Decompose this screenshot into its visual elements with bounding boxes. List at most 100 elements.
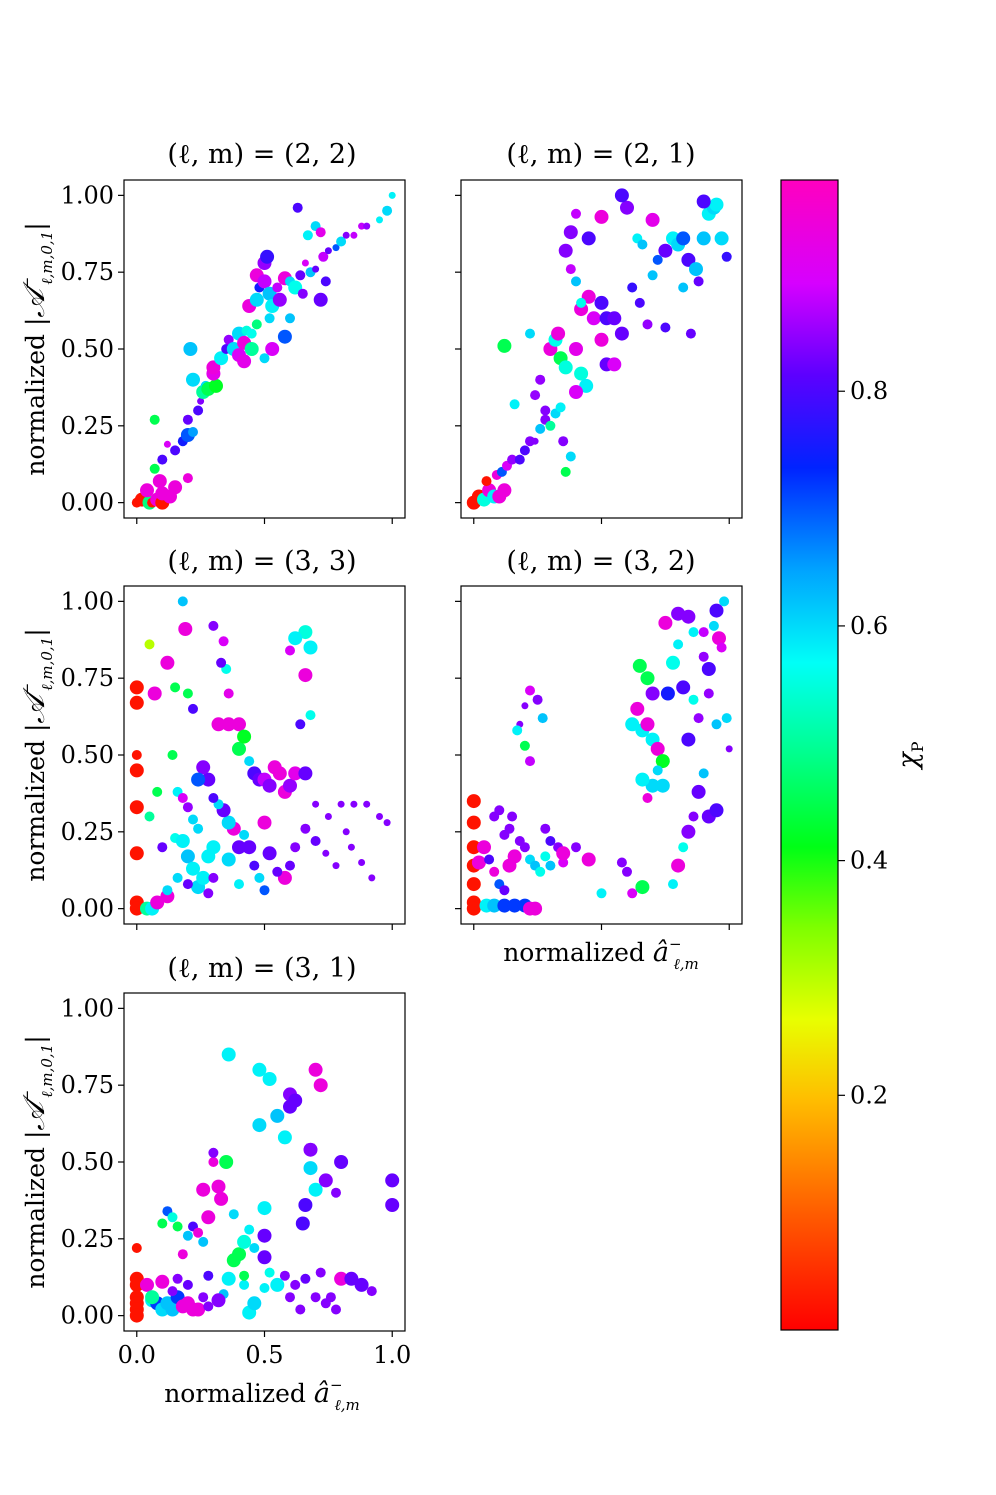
scatter-point [257, 1201, 272, 1216]
scatter-point [388, 191, 396, 199]
scatter-point [565, 264, 576, 275]
scatter-point [607, 357, 622, 372]
scatter-point [152, 474, 167, 489]
colorbar-tick-label: 0.4 [850, 847, 888, 875]
scatter-point [499, 885, 510, 896]
scatter-point [499, 829, 510, 840]
scatter-point [712, 631, 726, 646]
scatter-point [688, 694, 699, 705]
scatter-point [254, 872, 265, 883]
scatter-point [203, 1270, 214, 1281]
scatter-point [232, 717, 246, 732]
scatter-point [519, 842, 530, 853]
scatter-point [614, 326, 629, 341]
scatter-point [300, 1273, 311, 1284]
scatter-point [272, 292, 287, 307]
scatter-point [214, 1191, 229, 1206]
scatter-point [308, 1182, 323, 1197]
scatter-point [630, 701, 645, 716]
y-axis-label: normalized |𝒜− ℓ,m,0,1| [17, 628, 56, 881]
scatter-point [640, 717, 655, 732]
y-tick-label: 0.50 [61, 335, 114, 363]
x-axis-label-right: normalized â− ℓ,m [503, 935, 699, 973]
scatter-point [676, 680, 691, 695]
scatter-point [366, 1286, 377, 1297]
scatter-points [466, 188, 732, 510]
scatter-point [208, 793, 219, 803]
scatter-point [221, 815, 236, 830]
scatter-point [337, 800, 345, 808]
x-tick-label: 1.0 [373, 1341, 411, 1369]
colorbar-tick-label: 0.2 [850, 1081, 888, 1109]
scatter-point [298, 668, 313, 683]
scatter-point [698, 768, 709, 779]
scatter-point [249, 1243, 260, 1253]
scatter-point [331, 1187, 341, 1198]
scatter-point [223, 334, 234, 345]
axis-ticks [455, 194, 730, 524]
scatter-point [149, 463, 160, 474]
scatter-point [622, 866, 632, 877]
scatter-point [182, 414, 193, 425]
scatter-point [259, 353, 270, 364]
scatter-point [297, 288, 308, 299]
scatter-point [385, 1198, 400, 1212]
scatter-point [620, 200, 634, 215]
scatter-point [645, 778, 660, 793]
scatter-point [466, 901, 481, 916]
scatter-point [708, 620, 719, 631]
subplot-title: (ℓ, m) = (2, 2) [167, 139, 356, 170]
scatter-point [313, 1078, 328, 1093]
scatter-point [655, 754, 670, 769]
scatter-point [519, 740, 530, 751]
scatter-point [232, 1247, 246, 1262]
scatter-point [259, 885, 270, 896]
scatter-point [507, 811, 518, 822]
scatter-point [696, 194, 711, 209]
scatter-point [198, 1292, 209, 1303]
scatter-point [239, 1270, 250, 1281]
scatter-point [177, 596, 188, 607]
scatter-point [257, 1228, 272, 1243]
scatter-point [614, 188, 629, 203]
scatter-points [129, 596, 391, 916]
scatter-point [260, 249, 275, 264]
scatter-point [350, 800, 358, 808]
scatter-point [234, 879, 244, 890]
scatter-point [660, 686, 675, 701]
scatter-point [497, 898, 512, 913]
scatter-point [507, 898, 522, 913]
scatter-point [315, 1267, 326, 1278]
scatter-point [571, 276, 581, 287]
scatter-point [208, 872, 219, 883]
scatter-point [206, 360, 221, 375]
scatter-point [532, 694, 543, 705]
scatter-point [290, 842, 301, 853]
scatter-point [318, 1173, 333, 1188]
y-tick-label: 0.75 [61, 1071, 114, 1099]
scatter-point [298, 1198, 313, 1212]
y-tick-label: 0.25 [61, 818, 114, 846]
scatter-point [689, 262, 703, 277]
scatter-point [540, 851, 551, 862]
scatter-point [157, 842, 168, 853]
scatter-point [188, 814, 198, 825]
scatter-point [545, 420, 556, 431]
subplot-l2-m1: (ℓ, m) = (2, 1) [455, 139, 743, 524]
scatter-point [283, 778, 297, 793]
scatter-point [560, 466, 571, 477]
axis-ticks [455, 600, 730, 930]
scatter-point [530, 390, 541, 401]
scatter-point [182, 802, 193, 813]
scatter-point [285, 860, 295, 871]
scatter-point [178, 622, 193, 636]
scatter-point [350, 231, 358, 239]
scatter-point [208, 1157, 219, 1167]
scatter-point [196, 870, 211, 885]
scatter-point [155, 1274, 170, 1289]
scatter-point [481, 476, 492, 487]
scatter-point [232, 741, 246, 756]
scatter-point [512, 725, 523, 736]
scatter-point [182, 1279, 193, 1290]
scatter-point [688, 627, 699, 638]
